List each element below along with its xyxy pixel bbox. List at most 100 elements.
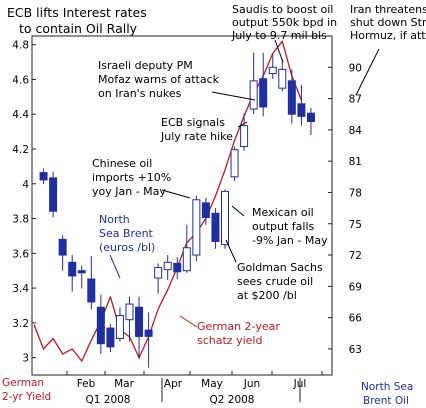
x-tick-label: Apr [164, 378, 183, 390]
left-tick-label: 3.6 [12, 248, 29, 260]
chart-title: ECB lifts Interest rates to contain Oil … [7, 5, 147, 36]
candle-body [297, 103, 306, 117]
brent-candle [49, 171, 58, 218]
left-tick-label: 3 [22, 353, 29, 365]
candle-body [135, 306, 144, 337]
brent-candle [115, 307, 124, 342]
brent-candle [135, 296, 144, 360]
annotation-line: Iran threatens to [350, 3, 426, 16]
left-tick-label: 3.8 [12, 214, 29, 226]
annotation-line: imports +10% [92, 171, 171, 184]
candle-body [49, 177, 58, 212]
annotation-line: output falls [252, 220, 315, 233]
x-tick-label: Mar [114, 378, 134, 390]
candle-body [96, 306, 105, 345]
annotation-pointer [225, 239, 237, 263]
brent-candle [163, 255, 172, 281]
annotation-line: Saudis to boost oil [232, 3, 333, 16]
brent-series [39, 52, 315, 368]
brent-candle [211, 208, 220, 249]
annotation-line: at $200 /bl [237, 289, 297, 302]
brent-candle [125, 296, 134, 342]
left-axis: 4.8 4.6 4.4 4.2 4 3.8 3.6 3.4 3.2 3 [12, 40, 36, 365]
left-tick-label: 4 [22, 179, 29, 191]
candle-body [77, 270, 86, 274]
chart-title-line-2: to contain Oil Rally [19, 21, 138, 36]
left-tick-label: 4.2 [12, 144, 29, 156]
brent-candle [230, 146, 239, 181]
left-axis-title-line-1: German [2, 377, 44, 389]
left-axis-title: German 2-yr Yield [2, 377, 51, 403]
left-tick-label: 3.2 [12, 318, 29, 330]
right-tick-label: 75 [349, 219, 362, 231]
brent-candle [182, 224, 191, 273]
x-tick-label: May [201, 378, 223, 390]
plot-area [31, 35, 333, 376]
right-tick-label: 90 [349, 62, 362, 74]
candle-body [87, 278, 96, 303]
candle-body [230, 149, 239, 178]
brent-candle [192, 195, 201, 262]
annotation-line: Israeli deputy PM [98, 59, 193, 72]
annotation-line: -9% Jan - May [252, 234, 328, 247]
brent-candle [96, 294, 105, 355]
right-tick-label: 81 [349, 156, 362, 168]
left-tick-label: 4.6 [12, 74, 29, 86]
candle-body [259, 78, 268, 108]
annotation-line: Sea Brent [99, 227, 154, 240]
left-axis-title-line-2: 2-yr Yield [2, 391, 51, 403]
annotation-pointer [355, 48, 380, 96]
brent-candle [249, 52, 258, 115]
annotation-line: yoy Jan - May [92, 185, 166, 198]
candle-body [39, 172, 48, 181]
annotation-line: Mexican oil [252, 206, 314, 219]
annotation-pointer [274, 39, 284, 63]
candle-body [182, 247, 191, 272]
brent-candle [287, 69, 296, 124]
right-axis-title: North Sea Brent Oil [361, 381, 413, 407]
chart-title-line-1: ECB lifts Interest rates [7, 5, 147, 20]
candle-body [201, 202, 210, 218]
candle-body [173, 262, 182, 273]
quarter-label: Q1 2008 [85, 394, 130, 406]
annotation-line: July rate hike [160, 130, 233, 143]
annotation-line: North [99, 213, 130, 226]
candle-body [306, 112, 315, 123]
brent-candle [297, 85, 306, 126]
annotation-line: Goldman Sachs [237, 261, 323, 274]
candle-body [115, 315, 124, 339]
right-tick-label: 69 [349, 281, 362, 293]
annotation-line: shut down Strait of [350, 16, 426, 29]
right-axis-title-line-2: Brent Oil [363, 395, 409, 407]
candle-body [144, 329, 153, 337]
left-tick-label: 4.8 [12, 40, 29, 52]
candle-body [211, 212, 220, 242]
brent-candle [240, 113, 249, 151]
brent-candle [221, 189, 229, 249]
x-tick-label: Feb [77, 378, 96, 390]
candle-body [163, 261, 172, 271]
right-tick-label: 84 [349, 125, 363, 137]
brent-candle [278, 59, 287, 92]
candle-body [58, 238, 67, 256]
annotation-pointer [237, 121, 248, 128]
annotation-pointer [161, 189, 191, 199]
annotation-line: on Iran's nukes [98, 87, 182, 100]
brent-candle [87, 256, 96, 310]
brent-candle [58, 235, 67, 271]
brent-candle [201, 197, 210, 225]
right-tick-label: 63 [349, 344, 362, 356]
annotation-pointer [231, 205, 245, 217]
quarter-label: Q2 2008 [209, 394, 254, 406]
candle-body [249, 80, 258, 110]
